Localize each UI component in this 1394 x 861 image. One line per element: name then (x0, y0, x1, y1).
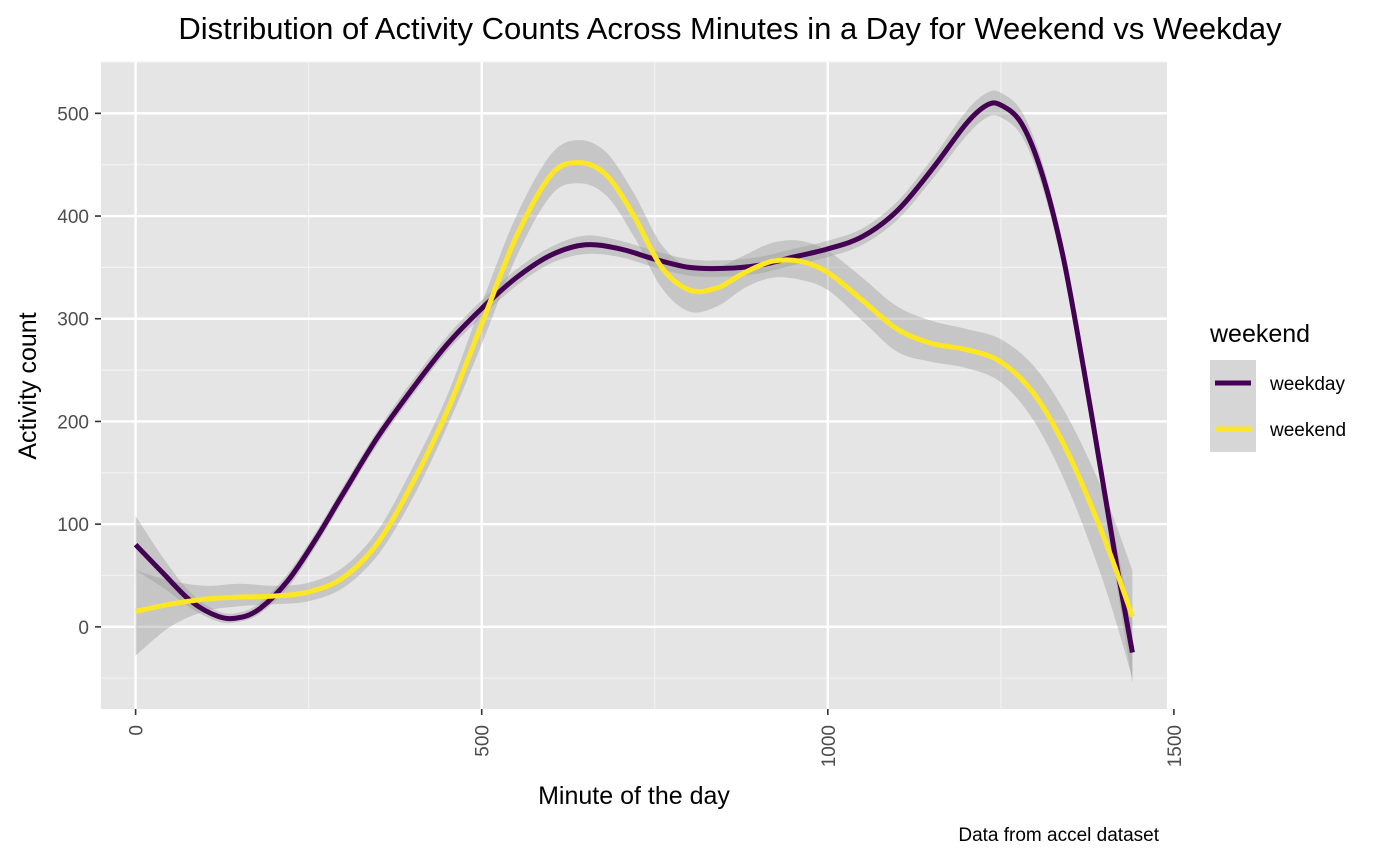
y-axis-title: Activity count (14, 312, 42, 459)
caption: Data from accel dataset (958, 825, 1159, 846)
y-tick-label: 200 (57, 412, 89, 433)
legend-label-weekday: weekday (1269, 374, 1345, 395)
chart-title: Distribution of Activity Counts Across M… (178, 11, 1282, 46)
legend: weekend weekday weekend (1209, 320, 1346, 452)
y-tick-label: 400 (57, 207, 89, 228)
x-tick-label: 1500 (1165, 725, 1186, 767)
y-tick-label: 100 (57, 515, 89, 536)
confidence-band-weekend (135, 140, 1133, 679)
legend-label-weekend: weekend (1269, 420, 1346, 441)
x-axis-title: Minute of the day (538, 782, 730, 810)
x-tick-label: 1000 (819, 725, 840, 767)
y-tick-label: 500 (57, 104, 89, 125)
y-axis: 0 100 200 300 400 500 (57, 104, 101, 639)
series-line-weekend (135, 160, 1135, 618)
series-lines (133, 100, 1135, 653)
y-tick-label: 0 (78, 618, 89, 639)
plot-panel (101, 62, 1167, 709)
legend-title: weekend (1209, 320, 1310, 348)
x-tick-label: 500 (473, 725, 494, 757)
x-axis: 0 500 1000 1500 (127, 709, 1186, 767)
x-tick-label: 0 (127, 725, 148, 736)
series-line-weekday (133, 100, 1135, 653)
y-tick-label: 300 (57, 310, 89, 331)
